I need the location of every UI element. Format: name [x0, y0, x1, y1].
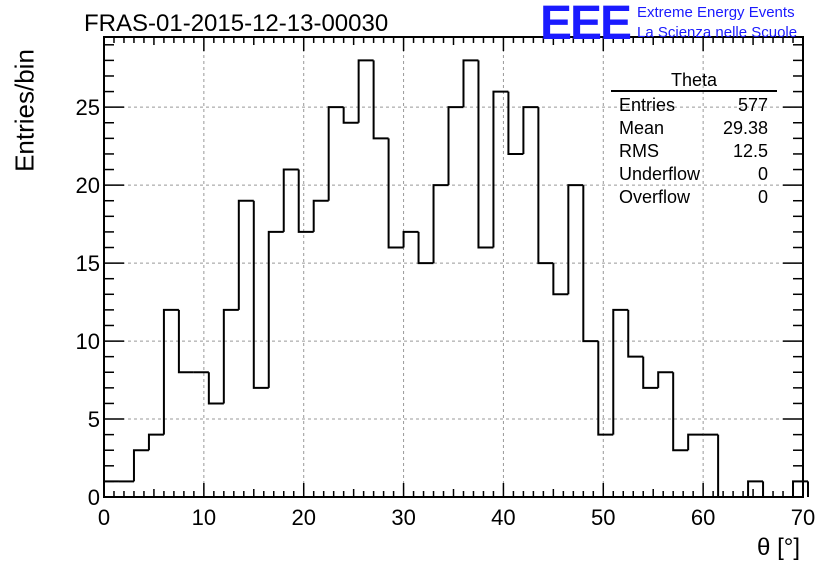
grid-lines [104, 37, 803, 497]
histogram-bar [162, 308, 179, 435]
x-tick-label: 60 [691, 505, 715, 530]
x-tick-label: 40 [491, 505, 515, 530]
stats-label: Underflow [619, 164, 701, 184]
histogram-bar [507, 91, 524, 155]
histogram-bar [267, 230, 284, 388]
histogram-bar [147, 433, 164, 451]
histogram-bar [222, 308, 239, 404]
histogram-bar [612, 308, 629, 435]
histogram-bar [417, 231, 434, 265]
stats-row-entries: Entries 577 [611, 94, 777, 117]
histogram-bar [597, 341, 614, 436]
stats-title: Theta [611, 70, 777, 92]
stats-value: 577 [737, 95, 768, 115]
histogram-bar [103, 480, 119, 497]
x-axis-label: θ [°] [757, 534, 800, 561]
histogram-bar [462, 59, 479, 108]
histogram-bar [672, 372, 689, 452]
x-tick-label: 50 [591, 505, 615, 530]
histogram-bar [477, 60, 494, 249]
x-tick-label: 0 [98, 505, 110, 530]
histogram-bar [297, 169, 314, 233]
histogram-bar [387, 138, 404, 249]
histogram-bar [237, 199, 254, 310]
histogram-bar [717, 434, 734, 498]
y-tick-label: 25 [76, 95, 100, 120]
y-tick-label: 20 [76, 173, 100, 198]
logo-text-line1: Extreme Energy Events [637, 4, 795, 21]
histogram-bar [642, 356, 659, 389]
histogram-bar [402, 230, 419, 248]
histogram-bar [327, 106, 344, 201]
histogram-bar [522, 106, 539, 154]
stats-value: 0 [757, 164, 768, 184]
histogram-bar [372, 60, 389, 140]
histogram-bar [762, 481, 779, 498]
y-tick-label: 15 [76, 251, 100, 276]
histogram-bar [552, 263, 569, 296]
stats-row-underflow: Underflow 0 [611, 163, 777, 186]
stats-value: 12.5 [732, 141, 768, 161]
y-tick-label: 10 [76, 329, 100, 354]
stats-value: 29.38 [722, 118, 768, 138]
histogram-bar [567, 184, 584, 295]
stats-value: 0 [757, 187, 768, 207]
stats-label: RMS [619, 141, 659, 161]
histogram-bars [103, 59, 809, 498]
histogram-bar [342, 107, 359, 124]
chart-title: FRAS-01-2015-12-13-00030 [84, 10, 389, 37]
stats-row-mean: Mean 29.38 [611, 117, 777, 140]
eee-logo: EEE [540, 0, 632, 50]
histogram-bar [207, 372, 224, 405]
stats-box: Theta Entries 577 Mean 29.38 RMS 12.5 Un… [611, 70, 777, 209]
y-axis-label: Entries/bin [9, 49, 40, 172]
histogram-bar [252, 200, 269, 389]
stats-row-overflow: Overflow 0 [611, 186, 777, 209]
stats-label: Entries [619, 95, 676, 115]
histogram-bar [627, 309, 644, 358]
histogram-bar [492, 90, 509, 248]
histogram-bar [657, 371, 674, 388]
tick-labels: 0 10 20 30 40 50 60 70 0 5 10 15 20 25 [76, 95, 816, 530]
histogram-bar [447, 106, 464, 186]
histogram-bar [132, 449, 149, 482]
histogram-bar [312, 199, 329, 232]
x-tick-label: 70 [791, 505, 815, 530]
histogram-bar [177, 309, 194, 374]
stats-label: Overflow [619, 187, 691, 207]
histogram-bar [687, 433, 704, 451]
stats-label: Mean [619, 118, 665, 138]
histogram-bar [537, 107, 554, 265]
x-tick-label: 30 [391, 505, 415, 530]
x-tick-label: 20 [291, 505, 315, 530]
logo-text-line2: La Scienza nelle Scuole [637, 24, 798, 41]
y-tick-label: 0 [88, 485, 100, 510]
histogram-bar [582, 185, 599, 343]
stats-row-rms: RMS 12.5 [611, 140, 777, 163]
x-tick-label: 10 [192, 505, 216, 530]
y-tick-label: 5 [88, 407, 100, 432]
histogram-bar [357, 59, 374, 123]
histogram-bar [792, 480, 808, 497]
histogram-bar [432, 184, 449, 264]
axis-ticks [103, 37, 804, 498]
histogram-bar [747, 480, 764, 497]
histogram-bar [282, 168, 299, 232]
